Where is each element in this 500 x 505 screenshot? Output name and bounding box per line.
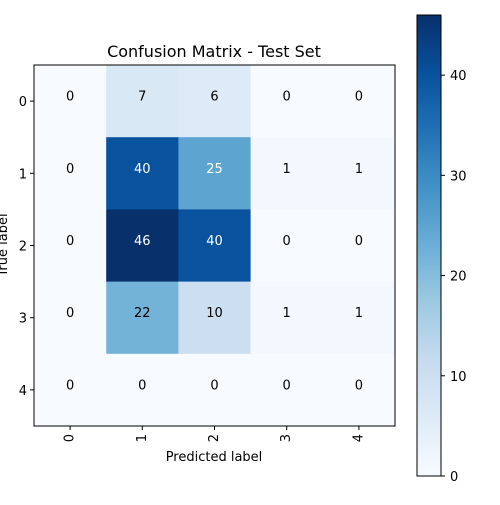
heatmap-cell-r3-c0 [34,281,107,355]
y-axis-ticks: 0 1 2 3 4 [19,95,34,399]
x-axis-ticks: 0 1 2 3 4 [63,426,366,442]
heatmap-cell-r2-c1 [106,209,179,283]
cell-value-label: 1 [283,306,291,321]
heatmap-cell-r2-c3 [250,209,324,283]
heatmap-cell-r4-c1 [106,353,179,427]
y-tick-label: 1 [19,167,27,182]
cell-value-label: 0 [138,378,146,393]
colorbar-tick-label: 30 [450,169,467,184]
cell-value-label: 0 [355,378,363,393]
x-tick-label: 4 [351,434,366,442]
x-tick-label: 3 [279,434,294,442]
heatmap-cell-r3-c1 [106,281,179,355]
cell-value-label: 0 [66,234,74,249]
cell-value-label: 22 [134,306,151,321]
heatmap-cell-r0-c0 [34,65,107,138]
x-tick-label: 2 [207,434,222,442]
y-tick-label: 0 [19,95,27,110]
x-axis-title: Predicted label [166,450,263,465]
cell-value-label: 0 [66,378,74,393]
colorbar-tick-label: 0 [450,470,458,485]
heatmap-cell-r3-c2 [178,281,252,355]
heatmap-cell-r1-c0 [34,137,107,210]
heatmap-cell-r4-c0 [34,353,107,427]
cell-value-label: 0 [66,90,74,105]
y-axis-title: True label [0,213,11,277]
heatmap-cell-r2-c2 [178,209,252,283]
cell-value-label: 0 [355,90,363,105]
colorbar-tick-label: 20 [450,270,467,285]
y-tick-label: 4 [19,384,27,399]
x-tick-label: 1 [135,434,150,442]
heatmap-cell-r0-c3 [250,65,324,138]
heatmap-cells [34,65,396,427]
heatmap-cell-r4-c4 [322,353,396,427]
cell-value-label: 0 [210,378,218,393]
heatmap-cell-r4-c2 [178,353,252,427]
colorbar-tick-label: 10 [450,370,467,385]
cell-value-label: 40 [134,162,151,177]
cell-value-label: 0 [283,378,291,393]
heatmap-cell-r0-c2 [178,65,252,138]
colorbar [416,14,442,477]
cell-value-label: 40 [206,234,223,249]
y-tick-label: 3 [19,312,27,327]
heatmap-cell-r1-c1 [106,137,179,210]
cell-value-label: 7 [138,90,146,105]
cell-value-label: 10 [206,306,223,321]
heatmap-cell-r2-c4 [322,209,396,283]
heatmap-cell-r3-c3 [250,281,324,355]
heatmap-cell-r3-c4 [322,281,396,355]
x-tick-label: 0 [63,434,78,442]
heatmap-cell-labels: 0 7 6 0 00 40 25 1 10 46 40 0 00 22 10 1 10 0 0 0 0 [66,90,363,394]
y-tick-label: 2 [19,240,27,255]
heatmap-cell-r1-c4 [322,137,396,210]
heatmap-cell-r0-c4 [322,65,396,138]
cell-value-label: 0 [283,90,291,105]
heatmap-cell-r1-c2 [178,137,252,210]
colorbar-tick-label: 40 [450,69,467,84]
cell-value-label: 46 [134,234,151,249]
cell-value-label: 1 [355,306,363,321]
heatmap-cell-r0-c1 [106,65,179,138]
cell-value-label: 0 [66,306,74,321]
heatmap-cell-r4-c3 [250,353,324,427]
heatmap-cell-r1-c3 [250,137,324,210]
cell-value-label: 25 [206,162,223,177]
chart-title: Confusion Matrix - Test Set [107,42,321,61]
colorbar-ticks: 0 10 20 30 40 [441,69,467,485]
heatmap-cell-r2-c0 [34,209,107,283]
cell-value-label: 0 [355,234,363,249]
cell-value-label: 0 [66,162,74,177]
cell-value-label: 1 [283,162,291,177]
cell-value-label: 0 [283,234,291,249]
cell-value-label: 1 [355,162,363,177]
cell-value-label: 6 [210,90,218,105]
